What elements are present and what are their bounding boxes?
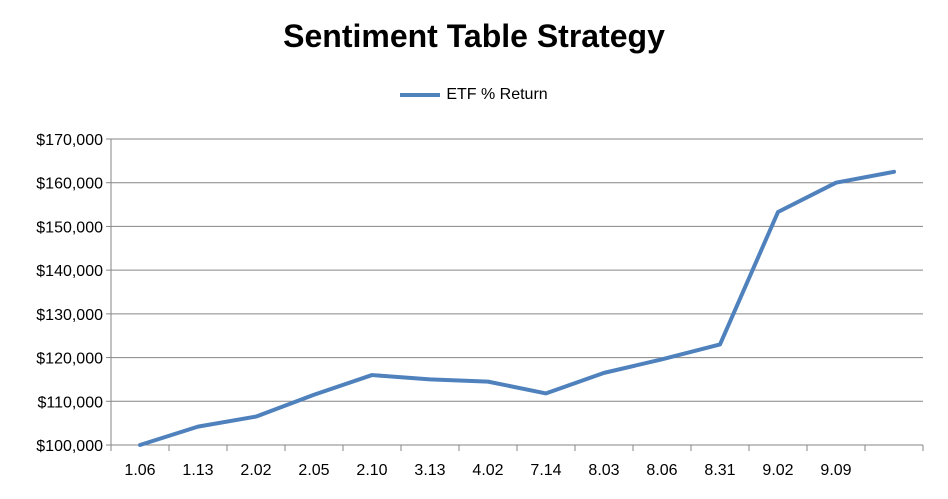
data-point	[660, 357, 664, 361]
series-line	[138, 169, 896, 447]
y-tick-label: $140,000	[36, 263, 103, 280]
x-tick-label: 2.05	[298, 462, 329, 479]
x-tick-label: 3.13	[414, 462, 445, 479]
x-tick-label: 1.06	[124, 462, 155, 479]
data-point	[602, 371, 606, 375]
legend-swatch	[400, 93, 441, 97]
data-point	[486, 380, 490, 384]
data-point	[776, 210, 780, 214]
y-tick-label: $110,000	[37, 394, 103, 411]
y-tick-label: $130,000	[36, 307, 103, 324]
x-tick-label: 9.09	[820, 462, 851, 479]
x-tick-label: 7.14	[530, 462, 561, 479]
y-tick-label: $150,000	[36, 219, 103, 236]
x-tick-label: 8.31	[704, 462, 735, 479]
data-point	[544, 391, 548, 395]
x-tick-label: 2.10	[356, 462, 387, 479]
x-tick-label: 8.03	[588, 462, 619, 479]
x-tick-label: 2.02	[240, 462, 271, 479]
legend-label: ETF % Return	[446, 86, 548, 103]
x-tick-label: 9.02	[762, 462, 793, 479]
data-point	[196, 425, 200, 429]
data-point	[834, 181, 838, 185]
y-tick-label: $100,000	[36, 438, 103, 455]
legend: ETF % Return	[0, 86, 948, 104]
data-point	[254, 415, 258, 419]
x-tick-label: 1.13	[182, 462, 213, 479]
y-tick-label: $120,000	[36, 351, 103, 368]
data-point	[428, 377, 432, 381]
data-point	[138, 443, 142, 447]
y-tick-label: $170,000	[36, 132, 103, 149]
x-tick-label: 8.06	[646, 462, 677, 479]
data-point	[718, 342, 722, 346]
y-tick-label: $160,000	[36, 176, 103, 193]
x-tick-label: 4.02	[472, 462, 503, 479]
data-point	[892, 170, 896, 174]
chart-title: Sentiment Table Strategy	[283, 18, 665, 54]
data-point	[370, 373, 374, 377]
data-point	[312, 393, 316, 397]
